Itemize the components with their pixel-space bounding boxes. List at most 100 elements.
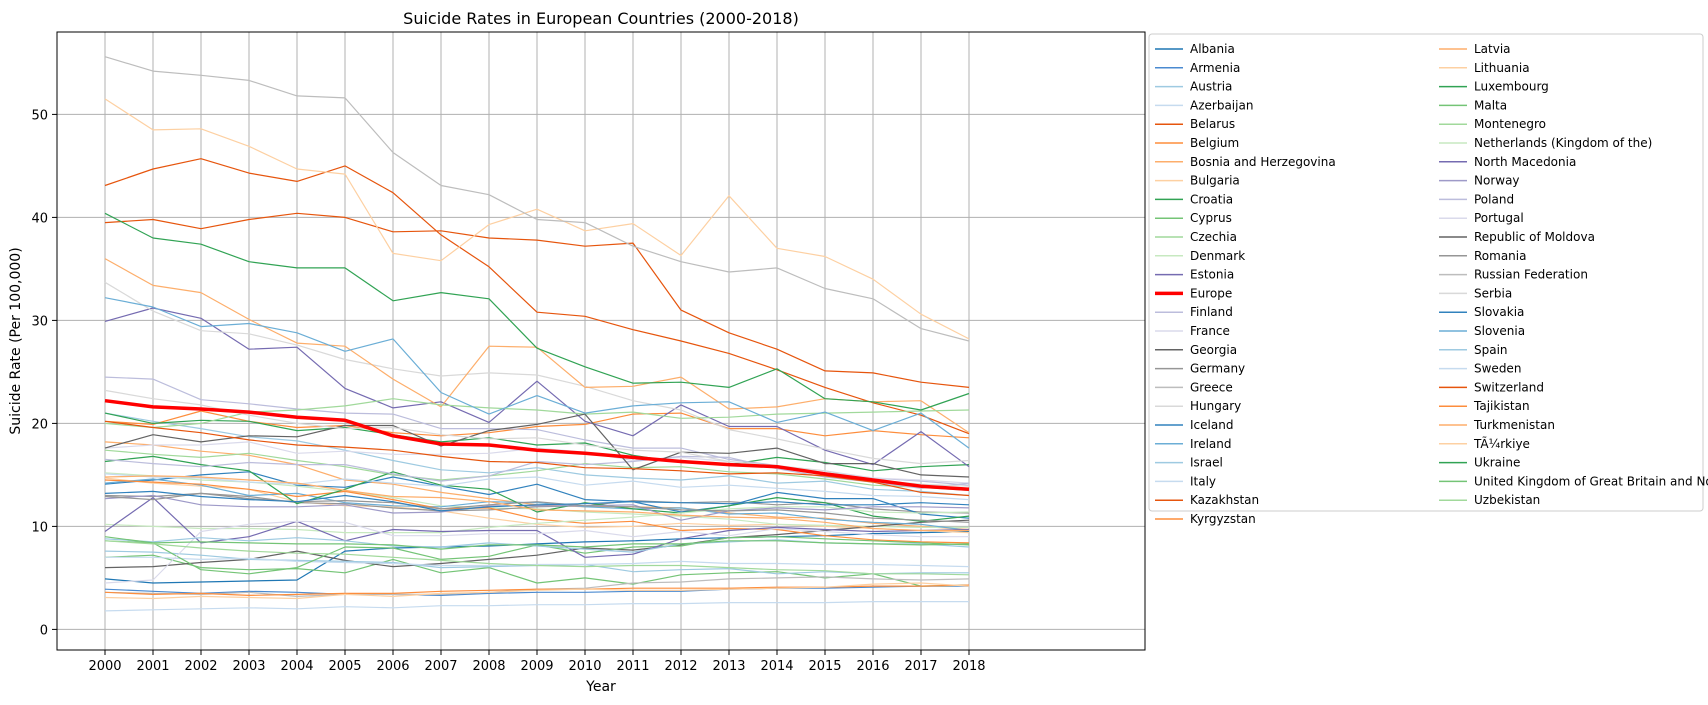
series-line-norway bbox=[104, 494, 970, 521]
highlight-series bbox=[104, 398, 970, 492]
y-tick-label: 40 bbox=[31, 211, 48, 226]
legend-label-austria: Austria bbox=[1190, 80, 1232, 94]
series-line-iceland bbox=[104, 471, 970, 519]
legend-label-malta: Malta bbox=[1474, 98, 1507, 112]
legend-label-germany: Germany bbox=[1190, 362, 1245, 376]
legend-label-republic-of-moldova: Republic of Moldova bbox=[1474, 230, 1595, 244]
legend-label-bulgaria: Bulgaria bbox=[1190, 174, 1240, 188]
x-tick-label: 2014 bbox=[760, 659, 793, 674]
series-line-uzbekistan bbox=[104, 540, 970, 576]
x-tick-label: 2004 bbox=[280, 659, 313, 674]
legend-label-portugal: Portugal bbox=[1474, 211, 1524, 225]
x-tick-label: 2002 bbox=[184, 659, 217, 674]
legend-label-belgium: Belgium bbox=[1190, 136, 1239, 150]
legend-label-georgia: Georgia bbox=[1190, 343, 1237, 357]
series-line-hungary bbox=[104, 281, 970, 465]
series-line-armenia bbox=[104, 585, 969, 597]
series-line-romania bbox=[104, 492, 970, 523]
x-tick-label: 2013 bbox=[712, 659, 745, 674]
series-lines bbox=[104, 56, 970, 612]
legend-label-ireland: Ireland bbox=[1190, 437, 1232, 451]
series-line-italy bbox=[105, 556, 970, 568]
legend-label-france: France bbox=[1190, 324, 1230, 338]
legend-label-europe: Europe bbox=[1190, 286, 1232, 300]
x-tick-label: 2001 bbox=[136, 659, 169, 674]
x-tick-label: 2015 bbox=[808, 659, 841, 674]
legend-label-kyrgyzstan: Kyrgyzstan bbox=[1190, 512, 1256, 526]
legend-label-latvia: Latvia bbox=[1474, 42, 1511, 56]
x-tick-label: 2016 bbox=[856, 659, 889, 674]
legend-label-estonia: Estonia bbox=[1190, 268, 1234, 282]
legend-label-kazakhstan: Kazakhstan bbox=[1190, 493, 1259, 507]
x-axis-ticks: 2000 2001 2002 2003 2004 2005 2006 2007 2008 2009… bbox=[88, 650, 986, 674]
legend-label-poland: Poland bbox=[1474, 192, 1514, 206]
x-tick-label: 2000 bbox=[88, 659, 121, 674]
legend-label-armenia: Armenia bbox=[1190, 61, 1240, 75]
y-tick-label: 50 bbox=[31, 108, 48, 123]
legend-label-hungary: Hungary bbox=[1190, 399, 1241, 413]
series-line-serbia bbox=[104, 389, 970, 487]
x-tick-label: 2018 bbox=[952, 659, 985, 674]
series-line-lithuania bbox=[104, 98, 970, 340]
legend-label-finland: Finland bbox=[1190, 305, 1233, 319]
series-line-t-rkiye bbox=[104, 582, 970, 600]
series-line-sweden bbox=[104, 473, 970, 501]
x-tick-label: 2010 bbox=[568, 659, 601, 674]
legend-label-croatia: Croatia bbox=[1190, 192, 1233, 206]
legend-label-czechia: Czechia bbox=[1190, 230, 1237, 244]
y-tick-label: 20 bbox=[31, 417, 48, 432]
legend-label-switzerland: Switzerland bbox=[1474, 380, 1544, 394]
x-tick-label: 2009 bbox=[520, 659, 553, 674]
series-line-united-kingdom-of-great-britain-and-northern-ireland bbox=[104, 536, 970, 550]
legend-label-united-kingdom-of-great-britain-and-northern-ireland: United Kingdom of Great Britain and Nort… bbox=[1474, 474, 1708, 488]
legend-label-denmark: Denmark bbox=[1190, 249, 1245, 263]
legend: Albania Armenia Austria Azerbaijan Belarus Be… bbox=[1155, 42, 1708, 526]
series-line-switzerland bbox=[104, 420, 970, 497]
legend-label-bosnia-and-herzegovina: Bosnia and Herzegovina bbox=[1190, 155, 1336, 169]
y-tick-label: 30 bbox=[31, 314, 48, 329]
series-line-kazakhstan bbox=[104, 212, 970, 388]
series-line-azerbaijan bbox=[104, 600, 969, 612]
series-line-czechia bbox=[104, 449, 970, 491]
legend-label-serbia: Serbia bbox=[1474, 286, 1512, 300]
series-line-ukraine bbox=[104, 212, 970, 411]
y-axis-ticks: 0 10 20 30 40 50 bbox=[31, 108, 57, 638]
x-tick-label: 2003 bbox=[232, 659, 265, 674]
x-axis-label: Year bbox=[585, 679, 616, 695]
series-line-croatia bbox=[104, 412, 970, 472]
series-line-belarus bbox=[104, 158, 970, 435]
series-line-turkmenistan bbox=[104, 475, 969, 532]
series-line-poland bbox=[104, 455, 970, 489]
series-line-slovakia bbox=[104, 490, 970, 512]
legend-label-israel: Israel bbox=[1190, 456, 1223, 470]
x-tick-label: 2005 bbox=[328, 659, 361, 674]
x-tick-label: 2011 bbox=[616, 659, 649, 674]
series-line-slovenia bbox=[104, 297, 970, 449]
legend-box bbox=[1148, 33, 1704, 512]
series-line-luxembourg bbox=[104, 455, 970, 522]
legend-label-romania: Romania bbox=[1474, 249, 1526, 263]
x-tick-label: 2006 bbox=[376, 659, 409, 674]
chart-title: Suicide Rates in European Countries (200… bbox=[403, 9, 799, 28]
legend-label-iceland: Iceland bbox=[1190, 418, 1233, 432]
x-tick-label: 2008 bbox=[472, 659, 505, 674]
legend-label-slovenia: Slovenia bbox=[1474, 324, 1525, 338]
series-line-russian-federation bbox=[104, 56, 970, 342]
legend-label-norway: Norway bbox=[1474, 174, 1520, 188]
legend-label-uzbekistan: Uzbekistan bbox=[1474, 493, 1540, 507]
plot-frame bbox=[56, 31, 1146, 651]
y-axis-label: Suicide Rate (Per 100,000) bbox=[8, 247, 24, 434]
series-line-estonia bbox=[104, 307, 970, 468]
legend-label-greece: Greece bbox=[1190, 380, 1233, 394]
legend-label-netherlands-kingdom-of-the: Netherlands (Kingdom of the) bbox=[1474, 136, 1652, 150]
legend-label-sweden: Sweden bbox=[1474, 362, 1521, 376]
legend-label-t-rkiye: TÃ¼rkiye bbox=[1473, 436, 1530, 451]
legend-label-albania: Albania bbox=[1190, 42, 1235, 56]
series-line-cyprus bbox=[104, 554, 970, 587]
legend-label-belarus: Belarus bbox=[1190, 117, 1235, 131]
legend-label-tajikistan: Tajikistan bbox=[1473, 399, 1530, 413]
series-line-north-macedonia bbox=[104, 497, 970, 558]
legend-label-luxembourg: Luxembourg bbox=[1474, 80, 1549, 94]
series-line-republic-of-moldova bbox=[104, 413, 970, 478]
